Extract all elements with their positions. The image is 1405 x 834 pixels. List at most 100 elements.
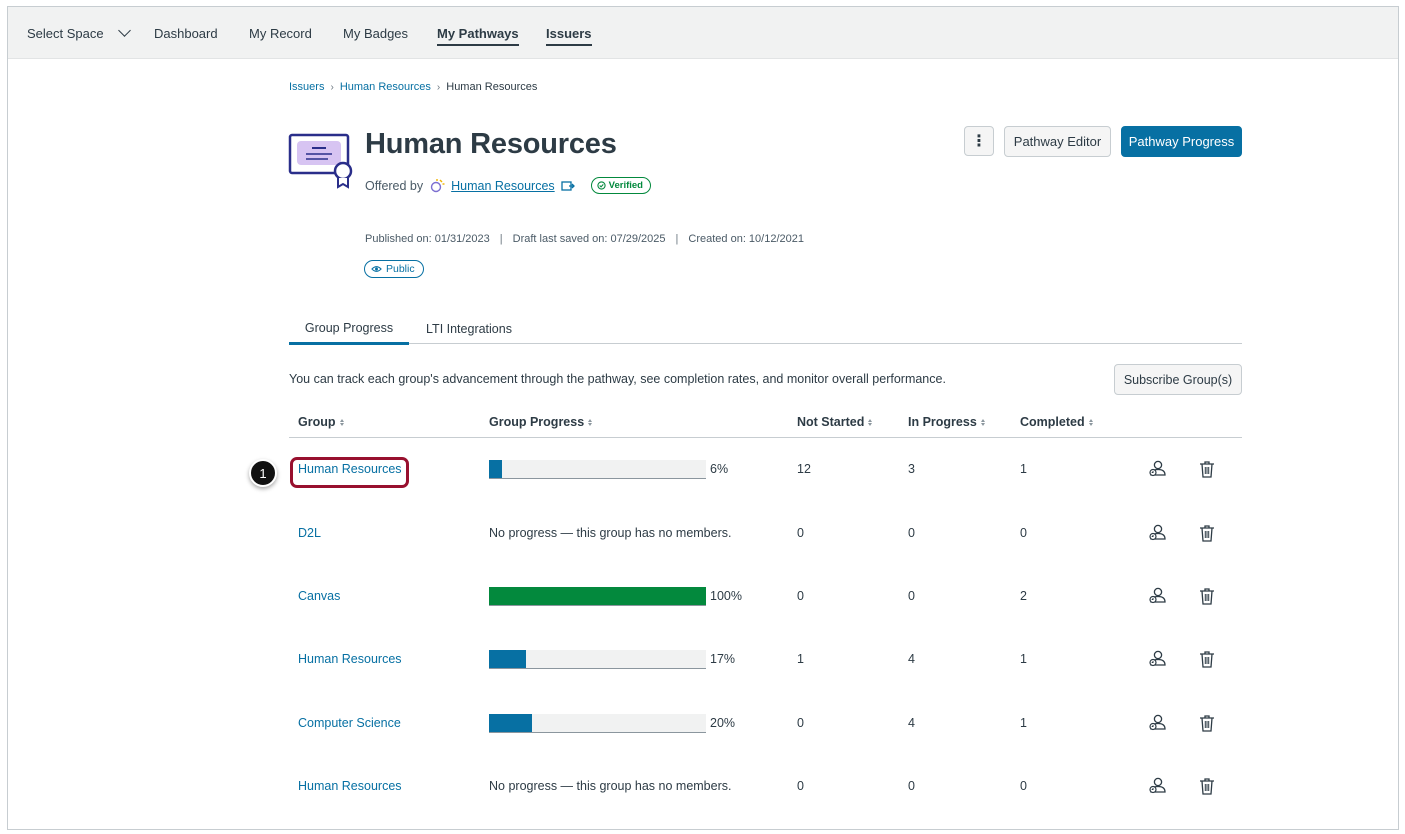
progress-percent: 6% [710,462,729,476]
table-header: Group Group Progress Not Started In Prog… [289,411,1242,438]
table-row: Computer Science 20% 0 4 1 [289,708,1242,738]
not-started-count: 12 [797,462,811,476]
column-header-in-progress[interactable]: In Progress [908,415,985,429]
trash-icon[interactable] [1197,776,1217,796]
progress-percent: 20% [710,716,736,730]
sort-icon [868,418,873,426]
sort-icon [980,418,985,426]
top-nav: Select Space Dashboard My Record My Badg… [8,7,1398,59]
progress-cell: No progress — this group has no members. [489,518,731,548]
manage-users-icon[interactable] [1147,713,1167,733]
completed-count: 1 [1020,716,1027,730]
manage-users-icon[interactable] [1147,459,1167,479]
manage-users-icon[interactable] [1147,523,1167,543]
progress-bar-fill [489,459,503,478]
group-link[interactable]: Human Resources [298,462,402,476]
table-row: D2L No progress — this group has no membe… [289,518,1242,548]
external-link-icon[interactable] [561,180,575,192]
pathway-progress-button[interactable]: Pathway Progress [1121,126,1242,157]
manage-users-icon[interactable] [1147,586,1167,606]
trash-icon[interactable] [1197,523,1217,543]
group-cell: Human Resources [298,771,402,801]
no-progress-text: No progress — this group has no members. [489,779,732,793]
progress-bar [489,713,706,733]
group-link[interactable]: D2L [298,526,321,540]
progress-bar-fill [489,713,533,732]
breadcrumb-issuers[interactable]: Issuers [289,81,325,93]
select-space-label: Select Space [27,25,104,41]
nav-issuers[interactable]: Issuers [546,7,592,59]
breadcrumb-chevron-icon: › [436,81,441,93]
verified-badge: Verified [590,177,651,194]
tab-group-progress[interactable]: Group Progress [289,313,409,345]
trash-icon[interactable] [1197,586,1217,606]
issuer-link[interactable]: Human Resources [451,178,555,193]
trash-icon[interactable] [1197,713,1217,733]
tab-lti-integrations[interactable]: LTI Integrations [426,321,512,336]
group-progress-description: You can track each group's advancement t… [289,372,946,386]
column-header-not-started[interactable]: Not Started [797,415,873,429]
verified-check-icon [597,181,606,190]
select-space-dropdown[interactable]: Select Space [27,7,131,59]
trash-icon[interactable] [1197,649,1217,669]
progress-percent: 17% [710,652,736,666]
nav-my-record[interactable]: My Record [249,7,312,59]
not-started-count: 0 [797,716,804,730]
subscribe-groups-button[interactable]: Subscribe Group(s) [1114,364,1242,395]
group-cell: D2L [298,518,321,548]
nav-issuers-label: Issuers [546,26,592,46]
nav-my-badges[interactable]: My Badges [343,7,408,59]
table-row: Human Resources 6% 12 3 1 [289,454,1242,484]
completed-count: 0 [1020,779,1027,793]
group-link[interactable]: Human Resources [298,779,402,793]
in-progress-count: 0 [908,779,915,793]
sort-icon [588,418,593,426]
manage-users-icon[interactable] [1147,776,1167,796]
completed-count: 2 [1020,589,1027,603]
not-started-count: 0 [797,589,804,603]
group-cell: Canvas [298,581,340,611]
pathway-meta: Published on: 01/31/2023 | Draft last sa… [365,233,804,245]
progress-cell: 17% [489,644,735,674]
visibility-badge: Public [364,260,424,278]
pathway-editor-button[interactable]: Pathway Editor [1004,126,1111,157]
progress-percent: 100% [710,589,742,603]
nav-my-badges-label: My Badges [343,25,409,41]
no-progress-text: No progress — this group has no members. [489,526,732,540]
nav-my-pathways[interactable]: My Pathways [437,7,519,59]
breadcrumb-human-resources[interactable]: Human Resources [339,81,431,93]
breadcrumb: Issuers › Human Resources › Human Resour… [289,81,537,93]
column-label: Not Started [797,415,865,429]
in-progress-count: 4 [908,716,915,730]
completed-count: 1 [1020,652,1027,666]
nav-my-record-label: My Record [249,25,312,41]
tab-bar: Group Progress LTI Integrations [289,313,1242,345]
in-progress-count: 4 [908,652,915,666]
kebab-icon: ⋮ [971,133,987,150]
progress-bar [489,649,706,669]
table-row: Human Resources No progress — this group … [289,771,1242,801]
offered-by-label: Offered by [365,178,424,193]
group-link[interactable]: Human Resources [298,652,402,666]
group-link[interactable]: Computer Science [298,716,401,730]
not-started-count: 1 [797,652,804,666]
column-header-group[interactable]: Group [298,415,344,429]
manage-users-icon[interactable] [1147,649,1167,669]
chevron-down-icon [117,24,131,37]
column-label: Group Progress [489,415,585,429]
step-callout: 1 [249,459,277,487]
nav-my-pathways-label: My Pathways [437,26,519,46]
group-link[interactable]: Canvas [298,589,341,603]
trash-icon[interactable] [1197,459,1217,479]
in-progress-count: 0 [908,526,915,540]
breadcrumb-current: Human Resources [446,81,538,93]
certificate-icon [288,133,353,189]
completed-count: 1 [1020,462,1027,476]
nav-dashboard[interactable]: Dashboard [154,7,218,59]
app-frame: Select Space Dashboard My Record My Badg… [7,6,1399,830]
column-header-group-progress[interactable]: Group Progress [489,415,593,429]
column-label: Group [298,415,336,429]
more-options-button[interactable]: ⋮ [964,126,994,156]
column-header-completed[interactable]: Completed [1020,415,1093,429]
completed-count: 0 [1020,526,1027,540]
